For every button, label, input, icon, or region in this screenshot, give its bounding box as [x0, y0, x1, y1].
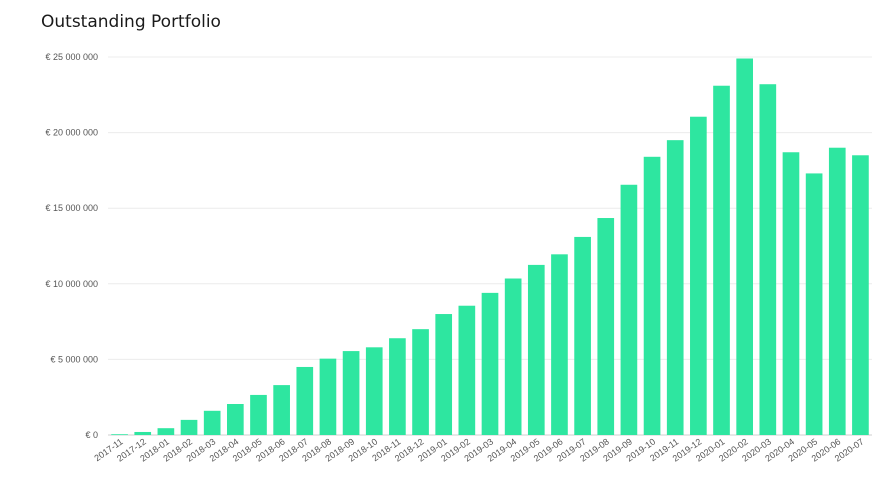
bar[interactable]	[574, 236, 591, 435]
bar[interactable]	[690, 116, 707, 435]
bar[interactable]	[458, 305, 476, 435]
bar[interactable]	[481, 292, 499, 435]
bar[interactable]	[527, 264, 545, 435]
bar[interactable]	[666, 140, 684, 435]
bar[interactable]	[180, 419, 198, 435]
bar[interactable]	[828, 147, 846, 435]
bar[interactable]	[342, 351, 360, 435]
bar[interactable]	[852, 155, 869, 435]
y-tick-label: € 0	[85, 430, 98, 440]
bar[interactable]	[504, 278, 522, 435]
bar[interactable]	[296, 366, 314, 435]
bar[interactable]	[782, 152, 800, 436]
bar[interactable]	[134, 431, 152, 435]
bar[interactable]	[435, 314, 453, 435]
y-tick-label: € 20 000 000	[45, 128, 98, 138]
bar[interactable]	[365, 347, 383, 435]
bars	[111, 58, 869, 436]
bar[interactable]	[736, 58, 754, 436]
y-axis-tick-labels: € 0 € 5 000 000 € 10 000 000 € 15 000 000 € …	[45, 52, 98, 440]
bar[interactable]	[597, 218, 615, 435]
y-tick-label: € 10 000 000	[45, 279, 98, 289]
bar[interactable]	[759, 84, 777, 435]
bar[interactable]	[713, 85, 730, 435]
chart-title: Outstanding Portfolio	[41, 12, 221, 32]
bar[interactable]	[643, 156, 661, 436]
bar[interactable]	[319, 358, 337, 435]
y-tick-label: € 25 000 000	[45, 52, 98, 62]
bar[interactable]	[551, 254, 568, 435]
bar[interactable]	[250, 394, 267, 435]
x-axis-tick-labels: 2017-112017-122018-012018-022018-032018-…	[92, 436, 865, 463]
bar[interactable]	[620, 184, 638, 435]
bar[interactable]	[157, 428, 175, 435]
bar[interactable]	[273, 385, 290, 435]
bar[interactable]	[203, 410, 221, 435]
bar[interactable]	[389, 338, 406, 435]
bar[interactable]	[111, 434, 128, 435]
y-tick-label: € 5 000 000	[50, 354, 98, 364]
bar[interactable]	[412, 329, 429, 435]
bar[interactable]	[226, 404, 244, 435]
y-tick-label: € 15 000 000	[45, 203, 98, 213]
bar[interactable]	[805, 173, 823, 435]
